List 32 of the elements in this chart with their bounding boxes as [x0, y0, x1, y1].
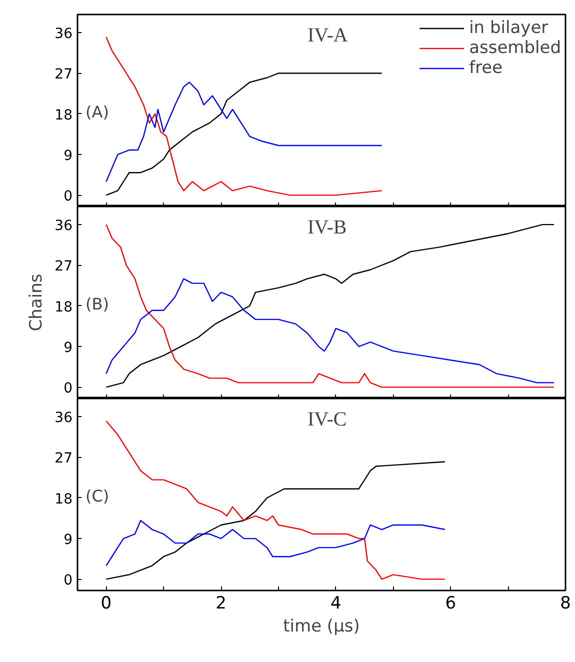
- y-tick-label: 36: [54, 410, 73, 426]
- line-series: [106, 520, 446, 566]
- legend-label: in bilayer: [469, 18, 548, 38]
- x-tick-label: 4: [330, 594, 342, 614]
- y-tick-label: 9: [64, 532, 73, 548]
- y-tick-label: 27: [54, 258, 73, 275]
- y-tick-label: 36: [54, 218, 73, 234]
- y-tick-label: 18: [54, 491, 73, 508]
- y-tick-label: 9: [64, 148, 73, 164]
- y-tick-label: 27: [54, 66, 73, 83]
- x-tick-label: 0: [100, 594, 112, 614]
- y-tick-label: 36: [54, 26, 73, 42]
- x-tick-label: 6: [445, 594, 456, 614]
- y-tick-label: 18: [54, 107, 73, 124]
- annotation: (B): [86, 294, 109, 314]
- y-tick-label: 9: [64, 340, 73, 356]
- x-axis-title: time (μs): [283, 616, 360, 636]
- y-tick-label: 0: [64, 572, 73, 589]
- legend-label: free: [469, 58, 503, 78]
- y-tick-label: 27: [54, 450, 73, 467]
- annotation: IV-C: [308, 408, 347, 430]
- annotation: IV-A: [308, 24, 348, 46]
- x-tick-label: 2: [216, 594, 226, 614]
- y-axis-title: Chains: [26, 274, 47, 332]
- y-tick-label: 0: [64, 188, 73, 205]
- annotation: (A): [86, 102, 109, 122]
- x-tick-label: 8: [560, 594, 571, 614]
- legend-label: assembled: [469, 38, 561, 58]
- annotation: IV-B: [308, 216, 347, 238]
- y-tick-label: 0: [64, 380, 73, 397]
- y-tick-label: 18: [54, 299, 73, 316]
- annotation: (C): [86, 486, 110, 506]
